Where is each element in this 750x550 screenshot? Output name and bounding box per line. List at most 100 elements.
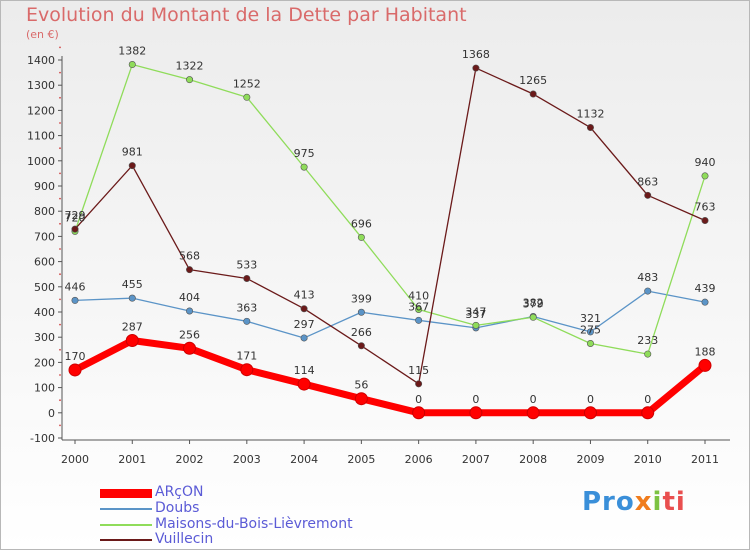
y-tick-label: 800 <box>34 205 55 218</box>
chart-title: Evolution du Montant de la Dette par Hab… <box>26 4 467 26</box>
data-label-doubs: 337 <box>465 308 486 321</box>
data-point-vuillecin <box>586 124 594 132</box>
data-label-maisons-du-bois-lievremont: 379 <box>523 297 544 310</box>
y-tick-label: 0 <box>48 407 55 420</box>
data-point-doubs <box>701 298 709 306</box>
legend-label-vuillecin: Vuillecin <box>155 531 214 547</box>
data-point-arcon <box>641 406 655 420</box>
y-minor-tick <box>59 122 61 124</box>
data-label-vuillecin: 568 <box>179 250 200 263</box>
y-minor-tick <box>59 323 61 326</box>
y-tick-label: 900 <box>34 180 55 193</box>
data-point-vuillecin <box>128 162 136 170</box>
x-tick-label: 2002 <box>176 453 204 466</box>
data-point-vuillecin <box>644 191 652 199</box>
data-label-maisons-du-bois-lievremont: 275 <box>580 324 601 337</box>
x-tick-label: 2000 <box>61 453 89 466</box>
data-label-doubs: 439 <box>695 282 716 295</box>
data-point-maisons-du-bois-lievremont <box>701 172 709 180</box>
data-point-vuillecin <box>529 90 537 98</box>
legend-label-arcon: ARçON <box>155 484 204 500</box>
data-point-maisons-du-bois-lievremont <box>472 321 480 329</box>
series-line-arcon <box>73 336 708 417</box>
data-label-vuillecin: 1132 <box>576 108 604 121</box>
data-point-arcon <box>698 358 712 372</box>
series-line-maisons-du-bois-lievremont <box>74 63 706 355</box>
series-line-doubs <box>74 290 706 339</box>
x-tick-label: 2007 <box>462 453 490 466</box>
data-point-arcon <box>469 406 483 420</box>
y-tick-label: 600 <box>34 256 55 269</box>
x-tick-label: 2009 <box>576 453 604 466</box>
data-point-doubs <box>415 316 423 324</box>
data-point-doubs <box>243 317 251 325</box>
data-label-doubs: 382 <box>523 297 544 310</box>
data-point-arcon <box>240 363 254 377</box>
data-point-maisons-du-bois-lievremont <box>529 313 537 321</box>
data-label-maisons-du-bois-lievremont: 410 <box>408 289 429 302</box>
data-label-doubs: 399 <box>351 292 372 305</box>
x-tick-label: 2008 <box>519 453 547 466</box>
data-point-maisons-du-bois-lievremont <box>243 93 251 101</box>
data-label-arcon: 170 <box>65 350 86 363</box>
data-label-vuillecin: 863 <box>637 175 658 188</box>
data-point-maisons-du-bois-lievremont <box>586 339 594 347</box>
x-tick-label: 2004 <box>290 453 318 466</box>
x-tick-label: 2003 <box>233 453 261 466</box>
data-label-vuillecin: 115 <box>408 364 429 377</box>
x-tick-label: 2001 <box>118 453 146 466</box>
data-label-arcon: 188 <box>695 345 716 358</box>
y-tick-label: 100 <box>34 382 55 395</box>
data-point-vuillecin <box>472 64 480 72</box>
data-label-arcon: 0 <box>472 393 479 406</box>
data-label-arcon: 114 <box>294 364 315 377</box>
data-label-vuillecin: 1368 <box>462 48 490 61</box>
legend-swatch-doubs <box>100 508 152 510</box>
data-label-doubs: 455 <box>122 278 143 291</box>
data-point-doubs <box>644 287 652 295</box>
legend-swatch-arcon <box>100 489 152 498</box>
data-point-vuillecin <box>186 266 194 274</box>
y-tick-label: 300 <box>34 331 55 344</box>
data-point-maisons-du-bois-lievremont <box>644 350 652 358</box>
y-tick-label: 1100 <box>27 130 55 143</box>
data-label-doubs: 404 <box>179 291 200 304</box>
data-point-maisons-du-bois-lievremont <box>186 76 194 84</box>
data-label-doubs: 321 <box>580 312 601 325</box>
data-point-vuillecin <box>243 274 251 282</box>
y-minor-tick <box>59 147 61 150</box>
data-label-maisons-du-bois-lievremont: 1322 <box>176 60 204 73</box>
y-minor-tick <box>59 46 61 49</box>
data-point-doubs <box>300 334 308 342</box>
x-tick-label: 2005 <box>347 453 375 466</box>
legend-label-doubs: Doubs <box>155 500 200 516</box>
data-label-vuillecin: 533 <box>236 258 257 271</box>
data-point-vuillecin <box>300 305 308 313</box>
data-label-arcon: 0 <box>587 393 594 406</box>
data-point-arcon <box>583 406 597 420</box>
data-point-vuillecin <box>701 217 709 225</box>
y-minor-tick <box>59 399 61 402</box>
data-point-vuillecin <box>357 342 365 350</box>
data-label-maisons-du-bois-lievremont: 233 <box>637 334 658 347</box>
data-point-arcon <box>68 363 82 377</box>
data-point-vuillecin <box>71 225 79 233</box>
legend-label-maisons: Maisons-du-Bois-Lièvremont <box>155 516 353 532</box>
data-label-maisons-du-bois-lievremont: 940 <box>695 156 716 169</box>
data-label-vuillecin: 763 <box>695 201 716 214</box>
y-minor-tick <box>59 424 61 427</box>
y-minor-tick <box>59 172 61 175</box>
series-line-vuillecin <box>74 67 706 385</box>
y-minor-tick <box>59 71 61 74</box>
data-point-arcon <box>297 377 311 391</box>
x-tick-label: 2011 <box>691 453 719 466</box>
legend-swatch-maisons <box>100 524 152 526</box>
legend-swatch-vuillecin <box>100 539 152 541</box>
data-label-maisons-du-bois-lievremont: 696 <box>351 217 372 230</box>
data-point-maisons-du-bois-lievremont <box>300 163 308 171</box>
data-label-maisons-du-bois-lievremont: 975 <box>294 147 315 160</box>
data-label-vuillecin: 413 <box>294 289 315 302</box>
data-label-arcon: 56 <box>354 379 368 392</box>
data-point-maisons-du-bois-lievremont <box>357 233 365 241</box>
